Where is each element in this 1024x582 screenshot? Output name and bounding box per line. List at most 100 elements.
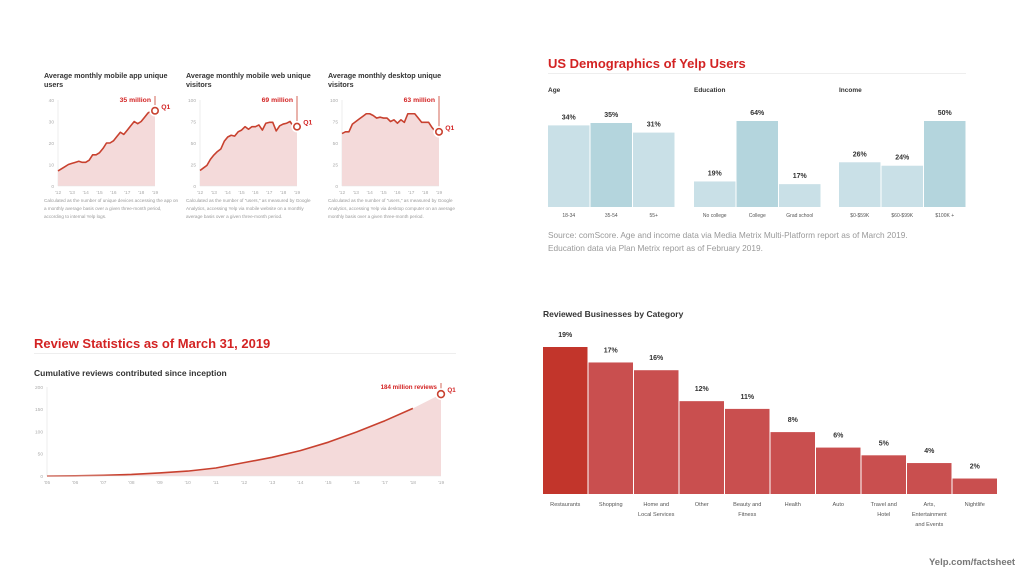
category-bar [952,478,997,494]
review-stats-title: Review Statistics as of March 31, 2019 [34,336,271,351]
y-tick-label: 50 [191,141,197,147]
category-label: Travel and [871,502,897,508]
category-bar [588,362,633,494]
x-tick-label: '14 [225,190,232,196]
footer-url: Yelp.com/factsheet [929,557,1016,568]
annotation-quarter-label: Q1 [161,104,170,111]
bar-age [633,132,675,207]
bar-age [548,125,590,207]
x-tick-label: '18 [138,190,145,196]
y-tick-label: 0 [335,184,338,190]
category-bar [861,455,906,494]
end-point-marker [293,122,302,131]
end-point-marker [436,389,446,399]
x-tick-label: '09 [156,480,163,486]
y-tick-label: 0 [193,184,196,190]
x-tick-label: '16 [394,190,401,196]
x-tick-label: '19 [152,190,159,196]
bar-age [590,123,632,207]
category-label: and Events [915,522,943,528]
series-line [46,407,414,477]
annotation-quarter-label: Q1 [445,125,454,132]
category-value-label: 4% [924,448,935,455]
category-label: Restaurants [550,502,580,508]
mobile-web-note: Calculated as the number of "users," as … [186,198,311,220]
annotation-value-label: 63 million [404,97,435,104]
x-tick-label: '18 [422,190,429,196]
x-tick-label: '16 [110,190,117,196]
x-tick-label: '17 [382,480,389,486]
x-tick-label: '15 [325,480,332,486]
mobile-app-note: Calculated as the number of unique devic… [44,198,179,220]
cumulative-reviews-subtitle: Cumulative reviews contributed since inc… [34,368,227,378]
x-tick-label: '12 [241,480,248,486]
bar-category-label: 35-54 [605,213,618,219]
categories-bar-chart: 19% Restaurants 17% Shopping 16% Home and Loca… [543,332,997,528]
y-tick-label: 75 [191,119,197,125]
y-tick-label: 50 [38,452,44,458]
bar-category-label: 55+ [650,213,659,219]
bar-education [736,121,778,207]
category-label: Beauty and [733,502,761,508]
category-bar [679,401,724,494]
bar-category-label: $0-$59K [850,213,870,219]
x-tick-label: '15 [380,190,387,196]
y-tick-label: 40 [49,98,55,104]
x-tick-label: '17 [408,190,415,196]
category-label: Fitness [738,512,756,518]
category-label: Home and [643,502,669,508]
area-fill [58,110,155,186]
bar-category-label: No college [703,213,727,219]
category-bar [816,447,861,494]
annotation-value-label: 69 million [262,97,293,104]
y-tick-label: 0 [51,184,54,190]
y-tick-label: 20 [49,141,55,147]
y-tick-label: 25 [191,162,197,168]
category-value-label: 8% [788,417,799,424]
bar-income [881,165,923,207]
y-tick-label: 100 [35,429,43,435]
annotation-value-label: 35 million [120,97,151,104]
desktop-chart: 0 25 50 75 100 '12 '13 '14 '15 '16 '17 '18 '19 63 mil… [330,96,454,196]
category-label: Entertainment [912,512,947,518]
category-bar [725,408,770,494]
category-bar [543,347,588,494]
bar-value-label: 24% [895,155,910,162]
x-tick-label: '13 [353,190,360,196]
bar-category-label: Grad school [786,213,813,219]
mobile-app-chart-title: Average monthly mobile app unique users [44,71,168,89]
category-label: Auto [832,502,844,508]
demographics-source-line-2: Education data via Plan Metrix report as… [548,243,763,253]
bar-category-label: $100K + [935,213,954,219]
y-tick-label: 50 [333,141,339,147]
x-tick-label: '15 [96,190,103,196]
category-label: Hotel [877,512,890,518]
x-tick-label: '11 [213,480,219,486]
bar-value-label: 19% [708,170,723,177]
series-line [341,112,437,135]
y-tick-label: 10 [49,162,55,168]
desktop-chart-title: Average monthly desktop unique visitors [328,71,442,89]
x-tick-label: '08 [128,480,135,486]
x-tick-label: '18 [280,190,287,196]
end-point-marker [435,127,444,136]
area-fill [200,121,297,186]
x-tick-label: '12 [339,190,346,196]
x-tick-label: '16 [252,190,259,196]
cumulative-reviews-chart: 0 50 100 150 200 '05 '06 '07 '08 '09 '10 '11 '12 '13 '… [35,383,456,486]
y-tick-label: 0 [40,474,43,480]
y-tick-label: 30 [49,119,55,125]
review-stats-divider [34,353,456,354]
bar-education [779,184,821,207]
annotation-quarter-label: Q1 [447,387,456,394]
x-tick-label: '12 [55,190,62,196]
mobile-web-chart: 0 25 50 75 100 '12 '13 '14 '15 '16 '17 '18 '19 69 mil… [188,96,312,196]
x-tick-label: '18 [410,480,417,486]
y-tick-label: 150 [35,407,43,413]
x-tick-label: '13 [269,480,276,486]
bar-value-label: 35% [604,112,619,119]
category-value-label: 19% [558,332,573,339]
annotation-quarter-label: Q1 [303,120,312,127]
bar-value-label: 34% [562,114,577,121]
x-tick-label: '17 [124,190,131,196]
